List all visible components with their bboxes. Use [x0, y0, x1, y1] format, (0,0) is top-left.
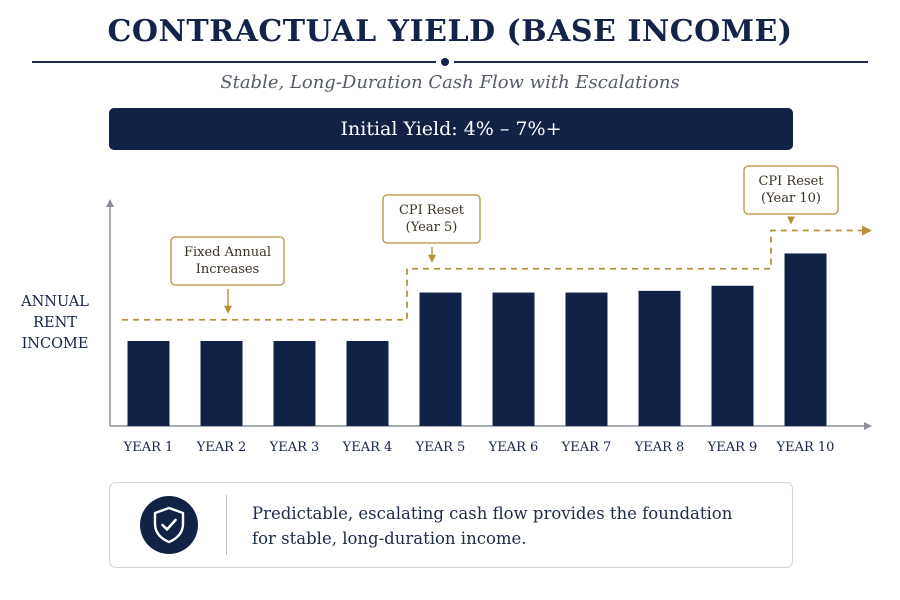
annotation-pointer-head-1	[224, 305, 232, 314]
summary-text-line-2: for stable, long-duration income.	[252, 529, 527, 548]
x-tick-label-8: YEAR 8	[634, 440, 685, 455]
x-tick-label-2: YEAR 2	[196, 440, 247, 455]
initial-yield-text: Initial Yield: 4% – 7%+	[340, 118, 562, 140]
x-tick-label-9: YEAR 9	[707, 440, 758, 455]
annotation-box-1	[170, 236, 285, 286]
annotation-box-2	[382, 194, 481, 244]
bar-8	[638, 290, 681, 426]
y-axis-arrow	[106, 199, 114, 207]
annotation-box-3	[743, 165, 839, 215]
x-tick-label-3: YEAR 3	[269, 440, 320, 455]
rent-income-chart: YEAR 1 YEAR 2 YEAR 3 YEAR 4 YEAR 5 YEAR 6 YEAR…	[106, 165, 872, 455]
annotation-text-3-2: (Year 10)	[761, 191, 821, 206]
note-divider	[226, 495, 227, 555]
annotation-pointer-head-2	[428, 254, 436, 263]
bar-1	[127, 341, 170, 426]
summary-text-line-1: Predictable, escalating cash flow provid…	[252, 504, 733, 523]
bar-7	[565, 292, 608, 426]
initial-yield-banner: Initial Yield: 4% – 7%+	[109, 108, 793, 150]
page-subtitle: Stable, Long-Duration Cash Flow with Esc…	[220, 72, 680, 93]
annotation-text-1-1: Fixed Annual	[184, 245, 271, 260]
escalation-trend-line	[122, 229, 862, 321]
bar-4	[346, 341, 389, 426]
page-title: CONTRACTUAL YIELD (BASE INCOME)	[107, 14, 793, 49]
x-tick-label-7: YEAR 7	[561, 440, 612, 455]
title-rule-left	[32, 61, 436, 63]
title-rule-dot	[441, 58, 449, 66]
annotation-text-2-2: (Year 5)	[406, 220, 458, 235]
annotation-text-1-2: Increases	[196, 262, 259, 277]
x-tick-label-6: YEAR 6	[488, 440, 539, 455]
y-axis-label: ANNUAL RENT INCOME	[21, 294, 89, 352]
summary-note: Predictable, escalating cash flow provid…	[109, 482, 793, 568]
annotation-pointer-head-3	[787, 216, 795, 225]
shield-check-icon	[140, 496, 198, 554]
x-tick-label-10: YEAR 10	[776, 440, 835, 455]
title-rule-right	[454, 61, 868, 63]
bar-3	[273, 341, 316, 426]
bar-9	[711, 285, 754, 426]
summary-text: Predictable, escalating cash flow provid…	[252, 501, 772, 551]
trend-arrow-head	[862, 225, 872, 236]
x-tick-label-5: YEAR 5	[415, 440, 466, 455]
x-tick-label-4: YEAR 4	[342, 440, 393, 455]
annotation-text-3-1: CPI Reset	[758, 174, 824, 189]
bar-5	[419, 292, 462, 426]
x-axis-arrow	[864, 422, 872, 430]
bar-2	[200, 341, 243, 426]
annotation-text-2-1: CPI Reset	[399, 203, 465, 218]
bar-6	[492, 292, 535, 426]
bar-10	[784, 253, 827, 426]
x-tick-label-1: YEAR 1	[123, 440, 174, 455]
